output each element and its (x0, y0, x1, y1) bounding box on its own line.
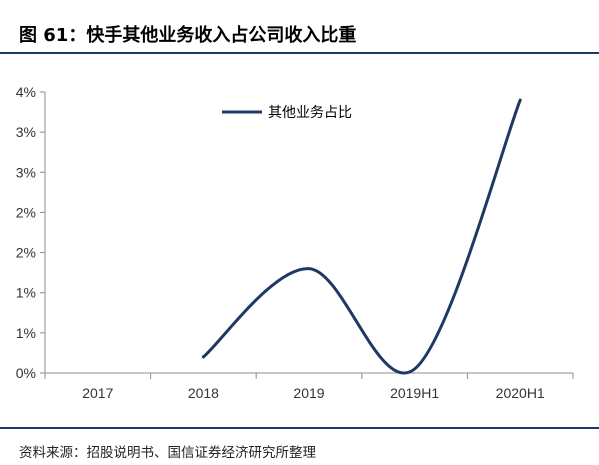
y-tick-label: 3% (16, 164, 36, 180)
y-tick-label: 3% (16, 124, 36, 140)
y-tick-label: 2% (16, 245, 36, 261)
x-tick-label: 2017 (82, 385, 113, 401)
y-tick-label: 1% (16, 285, 36, 301)
x-tick-label: 2020H1 (496, 385, 545, 401)
y-tick-label: 0% (16, 365, 36, 381)
x-tick-label: 2018 (188, 385, 219, 401)
y-tick-label: 1% (16, 325, 36, 341)
x-tick-label: 2019H1 (390, 385, 439, 401)
chart-area: 0% 1% 1% 2% 2% 3% 3% 4% 2017 2018 2019 2019H1 2020H1… (0, 70, 599, 410)
line-chart: 0% 1% 1% 2% 2% 3% 3% 4% 2017 2018 2019 2019H1 2020H1… (16, 84, 574, 401)
y-tick-label: 4% (16, 84, 36, 100)
legend-label: 其他业务占比 (268, 104, 352, 120)
series-line-other-business-share (201, 98, 522, 375)
source-note: 资料来源：招股说明书、国信证券经济研究所整理 (0, 427, 599, 465)
x-tick-label: 2019 (293, 385, 324, 401)
figure-title: 图 61：快手其他业务收入占公司收入比重 (0, 0, 599, 54)
y-tick-label: 2% (16, 204, 36, 220)
